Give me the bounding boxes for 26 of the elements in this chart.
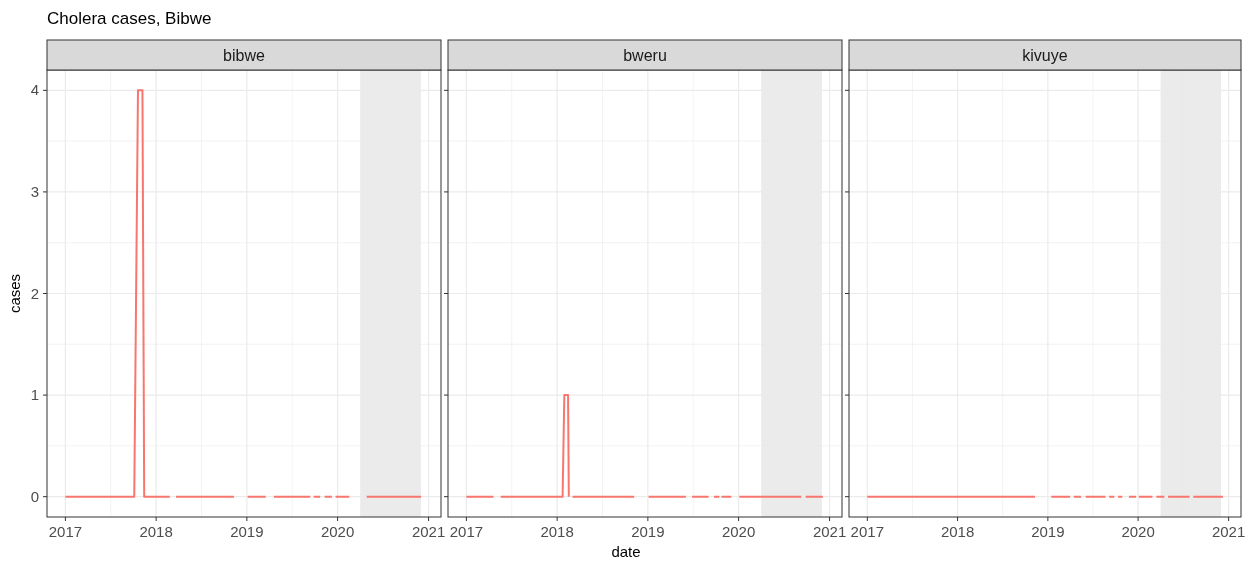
x-tick-label: 2018 bbox=[139, 523, 173, 540]
x-tick-label: 2020 bbox=[721, 523, 756, 540]
x-tick-label: 2020 bbox=[1121, 523, 1155, 540]
y-tick-label: 1 bbox=[30, 386, 39, 404]
x-tick-label: 2019 bbox=[1031, 523, 1065, 540]
x-tick-label: 2018 bbox=[540, 523, 574, 540]
x-tick-label: 2017 bbox=[48, 523, 83, 540]
x-tick-label: 2020 bbox=[320, 523, 355, 540]
chart-title: Cholera cases, Bibwe bbox=[47, 9, 212, 28]
chart-subtitle: bweru bbox=[623, 47, 667, 64]
y-tick-label: 2 bbox=[30, 284, 39, 302]
y-axis-title: cases bbox=[6, 273, 23, 314]
y-tick-label: 3 bbox=[30, 182, 39, 200]
x-axis-title: date bbox=[611, 543, 641, 560]
x-tick-label: 2018 bbox=[940, 523, 975, 540]
chart-subtitle: kivuye bbox=[1022, 47, 1068, 64]
x-tick-label: 2021 bbox=[812, 523, 847, 540]
x-tick-label: 2019 bbox=[230, 523, 264, 540]
x-tick-label: 2017 bbox=[449, 523, 484, 540]
x-tick-label: 2021 bbox=[1211, 523, 1246, 540]
x-tick-label: 2021 bbox=[411, 523, 446, 540]
chart-subtitle: bibwe bbox=[223, 47, 265, 64]
x-tick-label: 2019 bbox=[631, 523, 665, 540]
y-tick-label: 0 bbox=[30, 487, 39, 505]
y-tick-label: 4 bbox=[30, 81, 39, 99]
x-tick-label: 2017 bbox=[850, 523, 884, 540]
